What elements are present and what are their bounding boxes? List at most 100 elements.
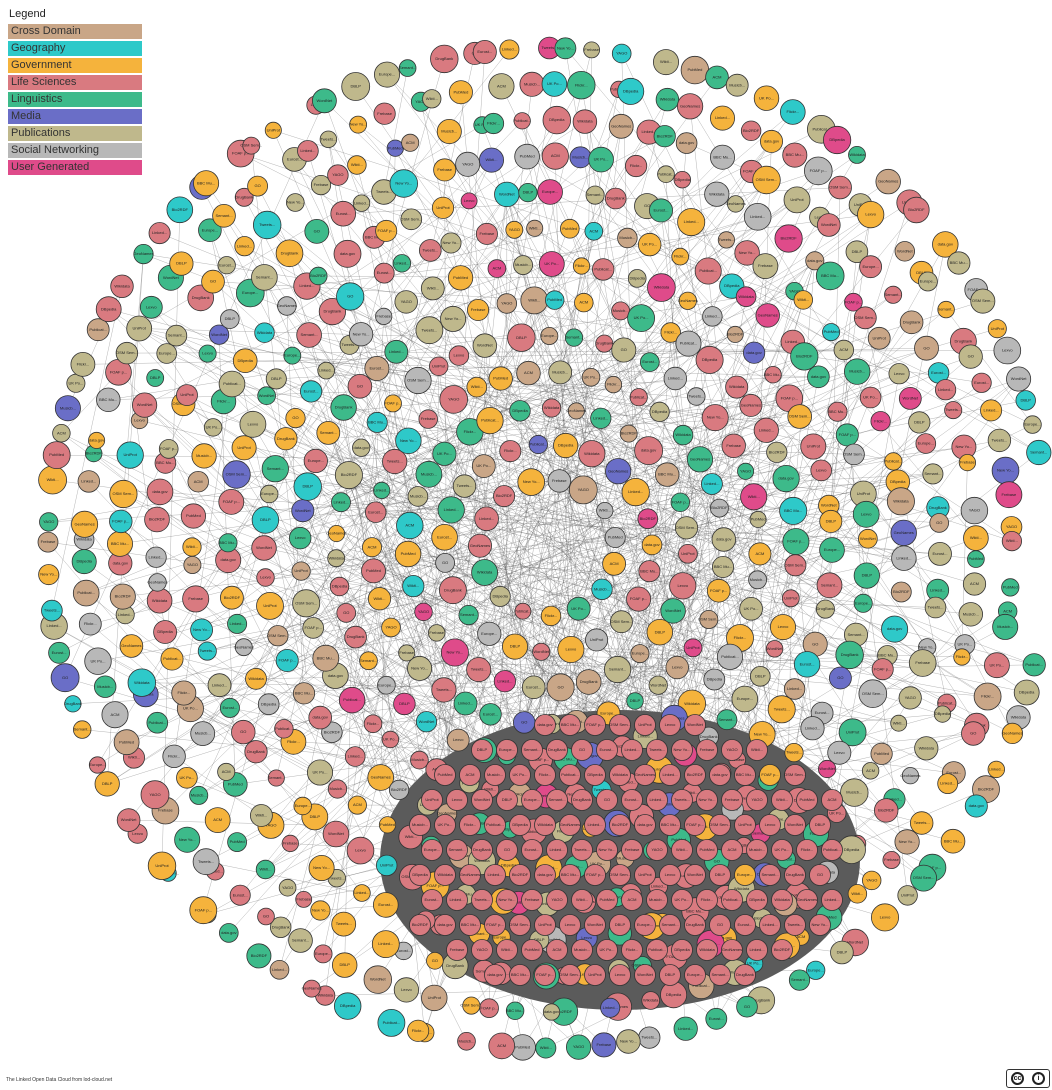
dataset-node-circle[interactable] — [373, 102, 396, 125]
dataset-node[interactable]: Flickr... — [696, 889, 718, 911]
dataset-node[interactable]: Flickr... — [406, 1019, 430, 1042]
dataset-node[interactable]: Publicat... — [675, 330, 702, 357]
dataset-node[interactable]: DrugBank — [244, 740, 268, 764]
dataset-node-circle[interactable] — [609, 864, 631, 886]
dataset-node-circle[interactable] — [327, 779, 348, 799]
dataset-node-circle[interactable] — [538, 251, 565, 277]
dataset-node-circle[interactable] — [393, 692, 416, 716]
dataset-node-circle[interactable] — [207, 673, 232, 698]
dataset-node-circle[interactable] — [646, 739, 668, 761]
dataset-node[interactable]: Semant... — [603, 655, 632, 684]
dataset-node-circle[interactable] — [147, 851, 177, 881]
dataset-node-circle[interactable] — [608, 113, 634, 139]
dataset-node[interactable]: UniProt — [584, 964, 606, 986]
dataset-node-circle[interactable] — [705, 1007, 728, 1030]
dataset-node-circle[interactable] — [610, 610, 633, 634]
dataset-node-circle[interactable] — [288, 928, 313, 953]
dataset-node-circle[interactable] — [568, 475, 598, 505]
dataset-node[interactable]: WordNet — [472, 333, 498, 358]
dataset-node-circle[interactable] — [418, 239, 442, 262]
dataset-node-circle[interactable] — [361, 558, 386, 584]
dataset-node[interactable]: Wikidata — [245, 667, 267, 690]
dataset-node-circle[interactable] — [384, 394, 402, 413]
dataset-node-circle[interactable] — [742, 341, 766, 364]
dataset-node[interactable]: BBC Mu... — [193, 170, 220, 197]
dataset-node-circle[interactable] — [220, 309, 240, 329]
dataset-node-circle[interactable] — [509, 764, 531, 786]
dataset-node-circle[interactable] — [767, 695, 796, 724]
dataset-node-circle[interactable] — [704, 181, 730, 207]
dataset-node-circle[interactable] — [249, 804, 273, 827]
dataset-node-circle[interactable] — [428, 624, 446, 642]
dataset-node[interactable]: FOAF p... — [384, 394, 402, 413]
dataset-node[interactable]: GeoNames — [467, 533, 492, 558]
dataset-node[interactable]: New Yo... — [310, 900, 331, 921]
dataset-node-circle[interactable] — [639, 352, 660, 372]
dataset-node-circle[interactable] — [835, 640, 864, 670]
dataset-node[interactable]: Tweets... — [253, 210, 282, 240]
dataset-node-circle[interactable] — [192, 848, 220, 876]
dataset-node[interactable]: BBC Mu... — [734, 764, 756, 786]
dataset-node[interactable]: Semant... — [659, 914, 681, 936]
dataset-node-circle[interactable] — [363, 965, 393, 994]
dataset-node-circle[interactable] — [646, 889, 668, 911]
dataset-node-circle[interactable] — [684, 714, 706, 736]
dataset-node-circle[interactable] — [784, 814, 806, 836]
dataset-node[interactable]: UniProt — [734, 814, 756, 836]
dataset-node[interactable]: WordNet — [648, 675, 668, 695]
dataset-node[interactable]: DrugBank — [546, 739, 568, 761]
dataset-node-circle[interactable] — [394, 540, 422, 568]
dataset-node[interactable]: UniProt — [678, 543, 698, 564]
dataset-node[interactable]: OSM Sem... — [292, 589, 321, 618]
dataset-node-circle[interactable] — [127, 668, 157, 697]
dataset-node-circle[interactable] — [884, 285, 903, 304]
dataset-node[interactable]: UK Po... — [509, 764, 531, 786]
dataset-node[interactable]: Lexvo — [559, 914, 581, 936]
dataset-node[interactable]: New Yo... — [496, 889, 518, 911]
dataset-node[interactable]: Tweets... — [431, 677, 457, 703]
dataset-node[interactable]: Wikti... — [347, 155, 367, 175]
dataset-node[interactable]: DBpedia — [649, 401, 670, 422]
dataset-node[interactable]: Musicb... — [519, 71, 545, 97]
dataset-node[interactable]: data.gov — [108, 551, 133, 576]
dataset-node[interactable]: data.gov — [333, 239, 362, 268]
dataset-node[interactable]: DBpedia — [553, 432, 579, 459]
dataset-node-circle[interactable] — [346, 836, 375, 865]
dataset-node-circle[interactable] — [853, 593, 873, 613]
dataset-node[interactable]: Bio2RDF — [144, 506, 170, 533]
dataset-node[interactable]: Flickr... — [796, 839, 818, 861]
dataset-node-circle[interactable] — [604, 527, 626, 549]
dataset-node-circle[interactable] — [663, 366, 688, 391]
dataset-node-circle[interactable] — [198, 344, 217, 363]
dataset-node[interactable]: Linked... — [373, 481, 391, 499]
dataset-node-circle[interactable] — [687, 387, 706, 406]
dataset-node[interactable]: Wikidata — [146, 587, 173, 614]
dataset-node[interactable]: Bio2RDF — [409, 914, 431, 936]
dataset-node[interactable]: GO — [496, 839, 518, 861]
dataset-node-circle[interactable] — [459, 914, 481, 936]
dataset-node-circle[interactable] — [344, 625, 367, 649]
dataset-node-circle[interactable] — [394, 290, 418, 314]
dataset-node-circle[interactable] — [653, 49, 680, 76]
dataset-node[interactable]: New Yo... — [696, 789, 718, 811]
dataset-node-circle[interactable] — [434, 864, 456, 886]
dataset-node-circle[interactable] — [292, 682, 316, 705]
dataset-node[interactable]: Wikidata — [704, 181, 730, 207]
dataset-node-circle[interactable] — [513, 112, 531, 130]
dataset-node[interactable]: BBC Mu... — [509, 964, 531, 986]
dataset-node-circle[interactable] — [712, 556, 735, 579]
dataset-node[interactable]: data.gov — [964, 794, 988, 818]
dataset-node-circle[interactable] — [953, 648, 971, 666]
dataset-node-circle[interactable] — [534, 714, 556, 736]
dataset-node-circle[interactable] — [705, 65, 729, 90]
dataset-node-circle[interactable] — [64, 695, 82, 713]
dataset-node-circle[interactable] — [627, 304, 655, 333]
dataset-node-circle[interactable] — [189, 896, 218, 925]
dataset-node-circle[interactable] — [903, 196, 930, 224]
dataset-node[interactable]: New Yo... — [389, 169, 419, 198]
dataset-node[interactable]: GeoNames — [326, 525, 347, 543]
dataset-node-circle[interactable] — [559, 964, 581, 986]
dataset-node-circle[interactable] — [673, 1016, 698, 1041]
dataset-node[interactable]: GeoNames — [234, 638, 254, 657]
dataset-node-circle[interactable] — [571, 789, 593, 811]
